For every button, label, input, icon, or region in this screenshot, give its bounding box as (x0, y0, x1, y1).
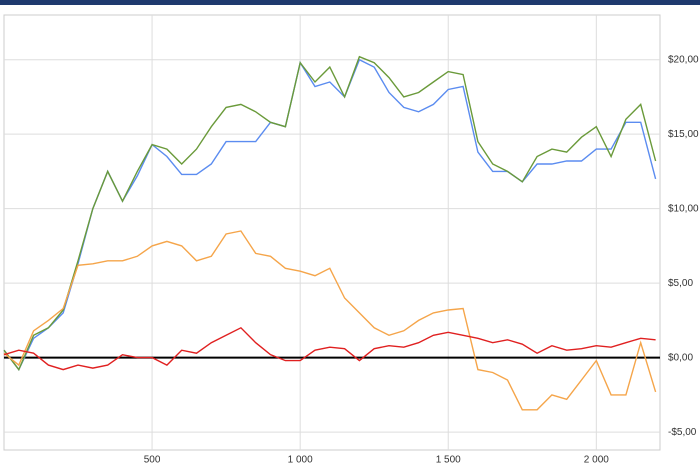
y-tick-label: $10,00 (668, 203, 699, 214)
plot-area (3, 14, 661, 451)
x-tick-label: 500 (144, 455, 161, 466)
y-tick-label: $15,00 (668, 129, 699, 140)
x-tick-label: 1 500 (436, 455, 461, 466)
series-line (3, 326, 656, 371)
y-tick-label: $20,00 (668, 54, 699, 65)
y-tick-label: -$5,00 (668, 427, 697, 438)
series-line (3, 55, 657, 371)
y-tick-label: $5,00 (668, 278, 693, 289)
x-tick-label: 1 000 (288, 455, 313, 466)
top-bar (0, 0, 700, 5)
y-tick-label: $0,00 (668, 352, 693, 363)
x-tick-label: 2 000 (584, 455, 609, 466)
series-line (3, 230, 657, 411)
